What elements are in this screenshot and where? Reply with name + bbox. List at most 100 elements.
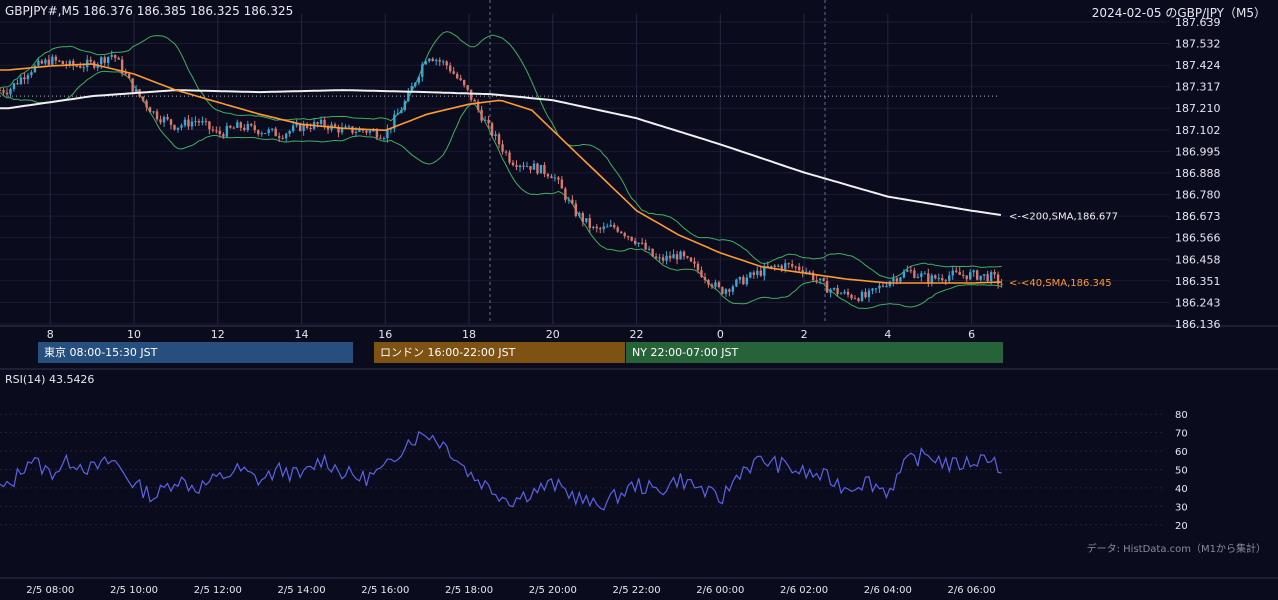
candle-body <box>682 251 686 257</box>
candle-body <box>295 123 298 126</box>
candle-body <box>257 130 260 135</box>
candle-body <box>106 56 110 63</box>
candle-body <box>473 99 476 102</box>
rsi-line <box>0 430 1002 511</box>
rsi-title: RSI(14) 43.5426 <box>5 373 95 386</box>
candle-body <box>525 166 529 168</box>
candle-body <box>955 270 958 272</box>
candle-body <box>818 278 822 281</box>
candle-body <box>386 129 389 139</box>
candle-body <box>497 134 501 145</box>
candle-body <box>243 127 246 131</box>
candle-body <box>679 251 682 260</box>
candle-body <box>368 130 372 133</box>
candle-body <box>902 271 906 278</box>
candle-body <box>365 130 368 133</box>
candle-body <box>400 110 403 114</box>
candle-body <box>448 65 452 72</box>
candle-body <box>944 280 947 282</box>
candle-body <box>721 287 724 294</box>
candle-body <box>79 65 82 68</box>
price-tick-label: 186.566 <box>1175 232 1221 245</box>
candle-body <box>979 275 982 280</box>
candle-body <box>169 119 173 125</box>
candle-body <box>703 277 707 280</box>
candle-body <box>958 271 961 275</box>
price-tick-label: 186.888 <box>1175 167 1221 180</box>
candle-body <box>225 125 229 137</box>
candle-body <box>626 236 630 238</box>
candle-body <box>550 176 553 179</box>
candle-body <box>23 77 26 80</box>
candle-body <box>832 287 836 290</box>
hour-axis: 8 10 12 14 16 18 20 22 0 2 4 6 <box>47 328 975 341</box>
hour-tick-label: 10 <box>127 328 141 341</box>
candle-body <box>804 271 808 273</box>
candle-body <box>452 71 455 74</box>
candle-body <box>16 83 19 85</box>
candle-body <box>2 90 5 93</box>
candle-body <box>724 289 728 294</box>
candle-body <box>483 119 487 121</box>
candle-body <box>972 270 975 273</box>
candle-body <box>131 78 134 92</box>
candle-body <box>166 117 169 120</box>
candle-body <box>37 60 40 66</box>
candle-body <box>382 138 386 140</box>
candle-body <box>9 89 12 95</box>
candle-body <box>892 278 895 282</box>
candle-body <box>640 242 644 244</box>
candle-body <box>68 61 71 66</box>
candle-body <box>522 165 525 167</box>
candle-body <box>410 86 414 92</box>
hour-tick-label: 22 <box>630 328 644 341</box>
candle-body <box>389 128 393 130</box>
candle-body <box>127 74 131 79</box>
candle-body <box>183 119 187 126</box>
candle-body <box>288 130 291 134</box>
time-tick-label: 2/6 04:00 <box>864 585 912 596</box>
time-tick-label: 2/5 12:00 <box>194 585 242 596</box>
candle-body <box>190 121 194 127</box>
candle-body <box>874 288 878 290</box>
candle-body <box>148 107 152 113</box>
candle-body <box>501 144 504 152</box>
data-credit: データ: HistData.com（M1から集計） <box>1086 544 1266 555</box>
candle-body <box>668 255 672 259</box>
candle-body <box>180 125 183 128</box>
candle-body <box>232 127 236 129</box>
candle-body <box>763 266 766 276</box>
hour-tick-label: 18 <box>462 328 476 341</box>
sma40-label: <-<40,SMA,186.345 <box>1009 278 1112 289</box>
candle-body <box>696 263 700 271</box>
session-newyork: NY 22:00-07:00 JST <box>626 342 1003 363</box>
candle-body <box>620 231 623 234</box>
price-tick-label: 186.136 <box>1175 318 1221 331</box>
candle-body <box>431 58 434 62</box>
candle-body <box>784 263 787 269</box>
price-tick-label: 186.458 <box>1175 253 1221 266</box>
candle-body <box>564 188 567 200</box>
candle-body <box>421 64 424 77</box>
candle-body <box>75 65 78 67</box>
candle-body <box>599 228 602 230</box>
candle-body <box>658 257 661 259</box>
rsi-tick-label: 50 <box>1175 466 1188 477</box>
candle-body <box>714 282 717 287</box>
candle-body <box>187 119 190 127</box>
candle-body <box>532 163 536 170</box>
candle-body <box>665 255 668 261</box>
hour-tick-label: 6 <box>968 328 975 341</box>
candle-body <box>588 218 591 228</box>
candle-body <box>749 272 752 278</box>
candle-body <box>455 73 459 79</box>
candle-body <box>843 291 846 294</box>
candle-body <box>616 227 619 232</box>
candle-body <box>277 136 281 138</box>
candle-body <box>40 60 44 64</box>
candle-body <box>518 165 522 168</box>
candle-body <box>511 162 515 166</box>
candle-body <box>236 122 239 128</box>
candle-body <box>560 179 564 189</box>
